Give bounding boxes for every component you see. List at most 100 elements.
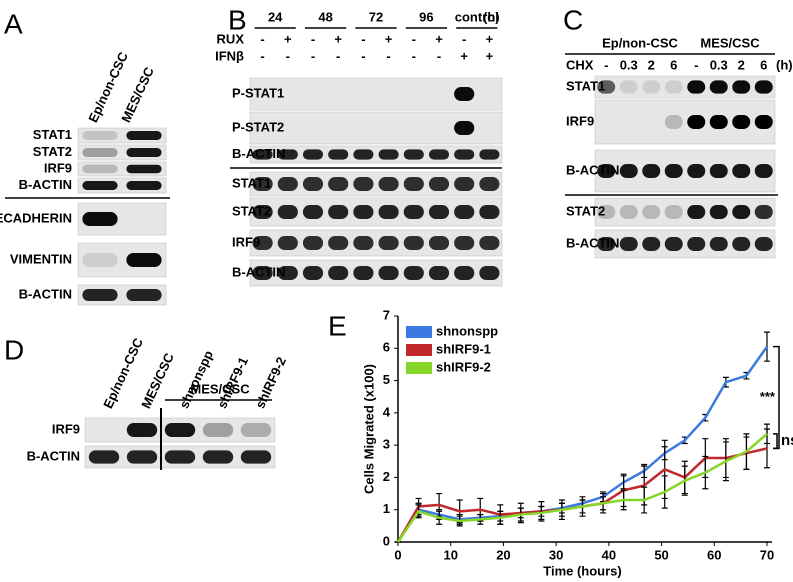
band: [642, 164, 661, 178]
band: [82, 253, 118, 267]
band: [619, 164, 638, 178]
band: [732, 237, 751, 251]
treatment-label: CHX: [566, 57, 594, 72]
treatment-symbol: -: [412, 31, 416, 46]
band: [754, 80, 773, 94]
band: [378, 149, 399, 160]
band: [126, 131, 162, 140]
treatment-symbol: -: [311, 48, 315, 63]
row-label: P-STAT1: [232, 85, 284, 100]
y-tick-label: 2: [383, 469, 390, 484]
band: [597, 205, 616, 219]
band: [252, 177, 273, 191]
treatment-symbol: +: [385, 31, 393, 46]
treatment-symbol: -: [260, 31, 264, 46]
treatment-symbol: -: [437, 48, 441, 63]
x-tick-label: 0: [394, 547, 401, 562]
band: [687, 237, 706, 251]
treatment-symbol: -: [604, 57, 608, 72]
band: [252, 236, 273, 250]
x-tick-label: 40: [602, 547, 616, 562]
row-label: IRF9: [232, 234, 260, 249]
band: [664, 80, 683, 94]
row-label: B-ACTIN: [27, 448, 80, 463]
legend-label: shIRF9-1: [436, 341, 491, 356]
legend-label: shnonspp: [436, 323, 498, 338]
band: [353, 149, 374, 160]
legend-swatch: [406, 362, 432, 374]
band: [754, 205, 773, 219]
band: [454, 121, 475, 135]
timepoint-label: control: [455, 9, 499, 24]
band: [328, 236, 349, 250]
timepoint-label: 96: [419, 9, 433, 24]
band: [126, 253, 162, 267]
band: [277, 236, 298, 250]
band: [328, 266, 349, 280]
band: [479, 149, 500, 160]
panel-label: A: [4, 8, 23, 39]
treatment-symbol: 2: [738, 57, 745, 72]
band: [754, 237, 773, 251]
treatment-symbol: +: [460, 48, 468, 63]
band: [403, 177, 424, 191]
band: [164, 423, 196, 437]
band: [664, 205, 683, 219]
band: [302, 266, 324, 280]
row-label: B-ACTIN: [19, 286, 72, 301]
column-label: shnonspp: [176, 348, 216, 411]
column-label: Ep/non-CSC: [100, 335, 146, 411]
y-tick-label: 6: [383, 340, 390, 355]
row-label: STAT1: [232, 175, 271, 190]
band: [454, 177, 475, 191]
group-label: Ep/non-CSC: [602, 35, 678, 50]
blot: [594, 75, 776, 99]
band: [687, 115, 706, 129]
treatment-symbol: 6: [670, 57, 677, 72]
row-label: B-ACTIN: [19, 177, 72, 192]
band: [277, 177, 298, 191]
row-label: B-ACTIN: [232, 264, 285, 279]
band: [664, 115, 683, 129]
legend-label: shIRF9-2: [436, 359, 491, 374]
band: [302, 149, 324, 160]
band: [732, 164, 751, 178]
treatment-symbol: -: [286, 48, 290, 63]
timepoint-label: 24: [268, 9, 283, 24]
band: [378, 177, 399, 191]
band: [302, 236, 324, 250]
band: [202, 423, 234, 437]
band: [709, 164, 728, 178]
treatment-label: RUX: [217, 31, 245, 46]
band: [240, 450, 272, 464]
x-tick-label: 30: [549, 547, 563, 562]
band: [732, 205, 751, 219]
column-label: MES/CSC: [138, 350, 177, 411]
band: [353, 177, 374, 191]
x-tick-label: 50: [654, 547, 668, 562]
band: [454, 87, 475, 101]
legend-swatch: [406, 344, 432, 356]
band: [754, 115, 773, 129]
x-axis-label: Time (hours): [543, 563, 622, 578]
band: [328, 177, 349, 191]
band: [428, 205, 450, 219]
y-tick-label: 5: [383, 372, 390, 387]
band: [479, 177, 500, 191]
band: [687, 80, 706, 94]
band: [687, 205, 706, 219]
y-tick-label: 3: [383, 437, 390, 452]
band: [353, 236, 374, 250]
band: [732, 115, 751, 129]
band: [597, 164, 616, 178]
band: [82, 131, 118, 140]
band: [82, 289, 118, 301]
band: [619, 205, 638, 219]
band: [642, 80, 661, 94]
treatment-symbol: -: [361, 48, 365, 63]
band: [302, 177, 324, 191]
band: [277, 205, 298, 219]
band: [428, 266, 450, 280]
band: [454, 149, 475, 160]
band: [479, 266, 500, 280]
